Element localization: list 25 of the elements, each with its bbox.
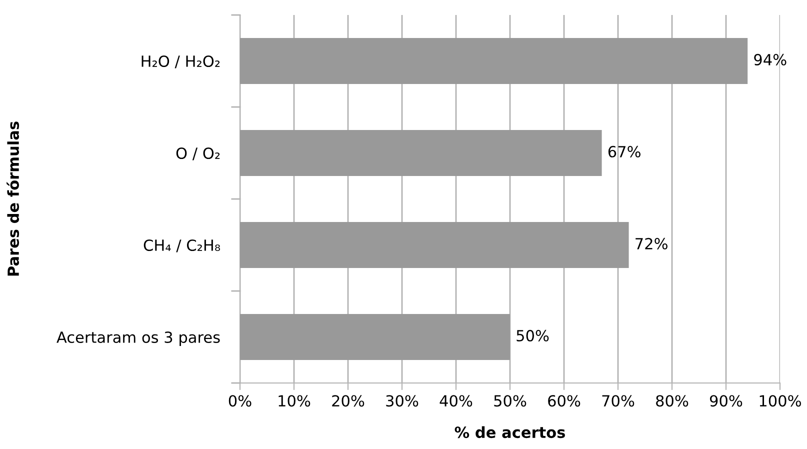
x-tick-label: 0% <box>228 395 252 407</box>
data-label: 94% <box>754 54 786 66</box>
y-tick-label: H₂O / H₂O₂ <box>142 55 220 68</box>
bar <box>240 222 629 268</box>
x-axis-title: % de acertos <box>454 426 565 438</box>
y-axis-title: Pares de fórmulas <box>6 122 20 276</box>
bar <box>240 130 602 176</box>
x-tick-label: 60% <box>548 395 580 407</box>
x-tick-label: 80% <box>656 395 688 407</box>
data-label: 50% <box>516 330 549 342</box>
bar <box>240 38 748 84</box>
x-tick-label: 50% <box>494 395 526 407</box>
x-tick-label: 70% <box>602 395 634 407</box>
x-tick-label: 90% <box>710 395 742 407</box>
x-tick-label: 100% <box>760 395 801 407</box>
data-label: 72% <box>636 238 668 250</box>
y-tick-label: CH₄ / C₂H₈ <box>144 239 220 252</box>
data-label: 67% <box>608 146 640 158</box>
y-tick-label: Acertaram os 3 pares <box>56 331 220 346</box>
x-tick-label: 20% <box>332 395 364 407</box>
bar <box>240 314 510 360</box>
x-tick-label: 10% <box>278 395 310 407</box>
x-tick-label: 40% <box>440 395 472 407</box>
x-tick-label: 30% <box>386 395 418 407</box>
y-tick-label: O / O₂ <box>176 147 220 160</box>
